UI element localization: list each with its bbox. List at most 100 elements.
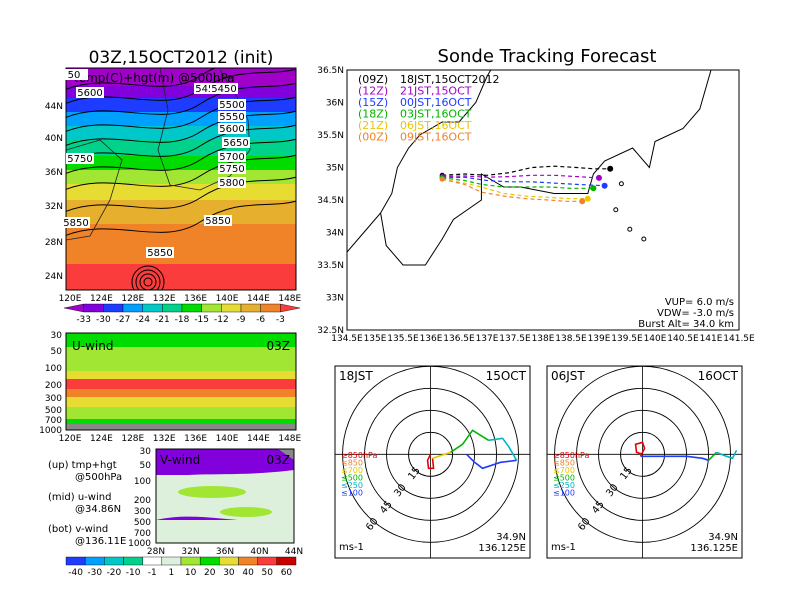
pressure-tick-label: 200: [134, 496, 151, 506]
legend-label: 06JST,16OCT: [400, 119, 472, 132]
height-contour: [66, 96, 296, 133]
height-contour: [66, 68, 217, 91]
colorbar-cell: [240, 303, 261, 313]
contour-label: 5600: [77, 88, 102, 99]
island: [613, 207, 619, 213]
typhoon-ring: [135, 269, 161, 290]
temp-colorbar: -33 -30 -27 -24 -21 -18 -15 -12 -9 -6 -3: [63, 303, 301, 325]
colorbar-cell: [65, 556, 86, 566]
colorbar-cell: [201, 303, 222, 313]
contour-label: 5450: [195, 84, 220, 95]
lon-tick-label: 141.5E: [723, 334, 755, 344]
colorbar-label: -9: [237, 315, 246, 325]
colorbar-label: 60: [281, 568, 293, 578]
lon-tick-label: 128E: [121, 294, 144, 304]
colorbar-cell: [276, 556, 297, 566]
lat-tick-label: 35.5N: [317, 131, 344, 141]
pressure-tick-label: 700: [45, 416, 62, 426]
lat-label: 34.9N: [496, 532, 526, 543]
pressure-tick-label: 1000: [39, 426, 62, 436]
hodograph-right: 06JST 16OCT15304560≥850hPa≤850≤700≤500≤25…: [546, 365, 743, 559]
level-label: ≤250: [553, 481, 575, 490]
v-wind-band: [156, 520, 294, 543]
lat-tick-label: 34.5N: [317, 196, 344, 206]
burst-text: Burst Alt= 34.0 km: [638, 319, 734, 330]
temp-band: [66, 126, 296, 140]
lon-label: 136.125E: [690, 543, 738, 554]
track-line: [442, 174, 600, 179]
level-label: ≥850hPa: [553, 451, 590, 460]
colorbar-label: -1: [148, 568, 157, 578]
lat-tick-label: 36N: [326, 99, 344, 109]
v-wind-frame: [155, 448, 295, 544]
colorbar-label: -40: [68, 568, 83, 578]
contour-label-bg: [204, 215, 232, 226]
lon-tick-label: 120E: [59, 294, 82, 304]
lon-tick-label: 144E: [247, 294, 270, 304]
lon-tick-label: 124E: [90, 294, 113, 304]
lon-tick-label: 137E: [476, 334, 499, 344]
u-wind-frame: [65, 332, 297, 431]
landing-point: [596, 174, 602, 181]
hodograph-trace: [426, 453, 435, 470]
colorbar-label: -30: [87, 568, 102, 578]
height-contour: [66, 138, 296, 175]
u-wind-plot: [66, 333, 296, 430]
terrain: [66, 424, 296, 430]
u-wind-band: [66, 379, 296, 389]
colorbar-label: -20: [107, 568, 122, 578]
level-label: ≤100: [553, 489, 575, 498]
level-label: ≤850: [341, 459, 363, 468]
coastline: [347, 70, 492, 253]
colorbar-label: 1: [169, 568, 175, 578]
colorbar-label: -30: [96, 315, 111, 325]
contour-label-bg: [218, 99, 246, 110]
colorbar-cell: [83, 303, 104, 313]
pressure-tick-label: 200: [45, 381, 62, 391]
colorbar-cell: [219, 556, 239, 566]
track-line: [442, 177, 594, 189]
colorbar-cell: [142, 556, 163, 566]
track-line: [442, 176, 605, 187]
hodograph-trace: [465, 453, 517, 470]
pressure-tick-label: 500: [134, 518, 151, 528]
lon-tick-label: 144E: [247, 434, 270, 444]
colorbar-cell: [122, 303, 143, 313]
landing-point: [590, 185, 597, 192]
colorbar-label: -6: [256, 315, 265, 325]
colorbar-label: -24: [135, 315, 150, 325]
u-wind-band: [66, 371, 296, 379]
contour-label-bg: [218, 123, 246, 134]
colorbar-cell: [63, 303, 84, 313]
colorbar-cell: [162, 303, 183, 313]
hodograph-trace: [432, 451, 451, 460]
typhoon-ring: [143, 277, 153, 287]
contour-label-bg: [62, 217, 90, 228]
legend-up2: @500hPa: [75, 472, 122, 483]
vdw-text: VDW= -3.0 m/s: [657, 308, 734, 319]
level-label: ≥850hPa: [341, 451, 378, 460]
contour-label-bg: [222, 137, 250, 148]
colorbar-cell: [104, 556, 124, 566]
contour-label-bg: [76, 87, 104, 98]
height-contour: [66, 176, 296, 213]
contour-label-bg: [218, 163, 246, 174]
pressure-tick-label: 30: [140, 447, 152, 457]
legend-code: (15Z): [358, 96, 388, 109]
legend-label: 09JST,16OCT: [400, 131, 472, 144]
pressure-tick-label: 700: [134, 529, 151, 539]
v-wind-plot: [156, 449, 294, 543]
colorbar-label: -12: [214, 315, 229, 325]
pressure-tick-label: 100: [134, 477, 151, 487]
legend-label: 03JST,16OCT: [400, 108, 472, 121]
level-label: ≤700: [341, 466, 363, 475]
coastline: [380, 70, 712, 266]
colorbar-cell: [280, 303, 301, 313]
legend-bot2: @136.11E: [75, 536, 126, 547]
lon-tick-label: 140E: [216, 294, 239, 304]
contour-label: 5850: [63, 218, 88, 229]
level-label: ≤700: [553, 466, 575, 475]
hodograph-trace: [450, 429, 489, 453]
contour-label-bg: [218, 177, 246, 188]
pressure-tick-label: 1000: [128, 539, 151, 549]
